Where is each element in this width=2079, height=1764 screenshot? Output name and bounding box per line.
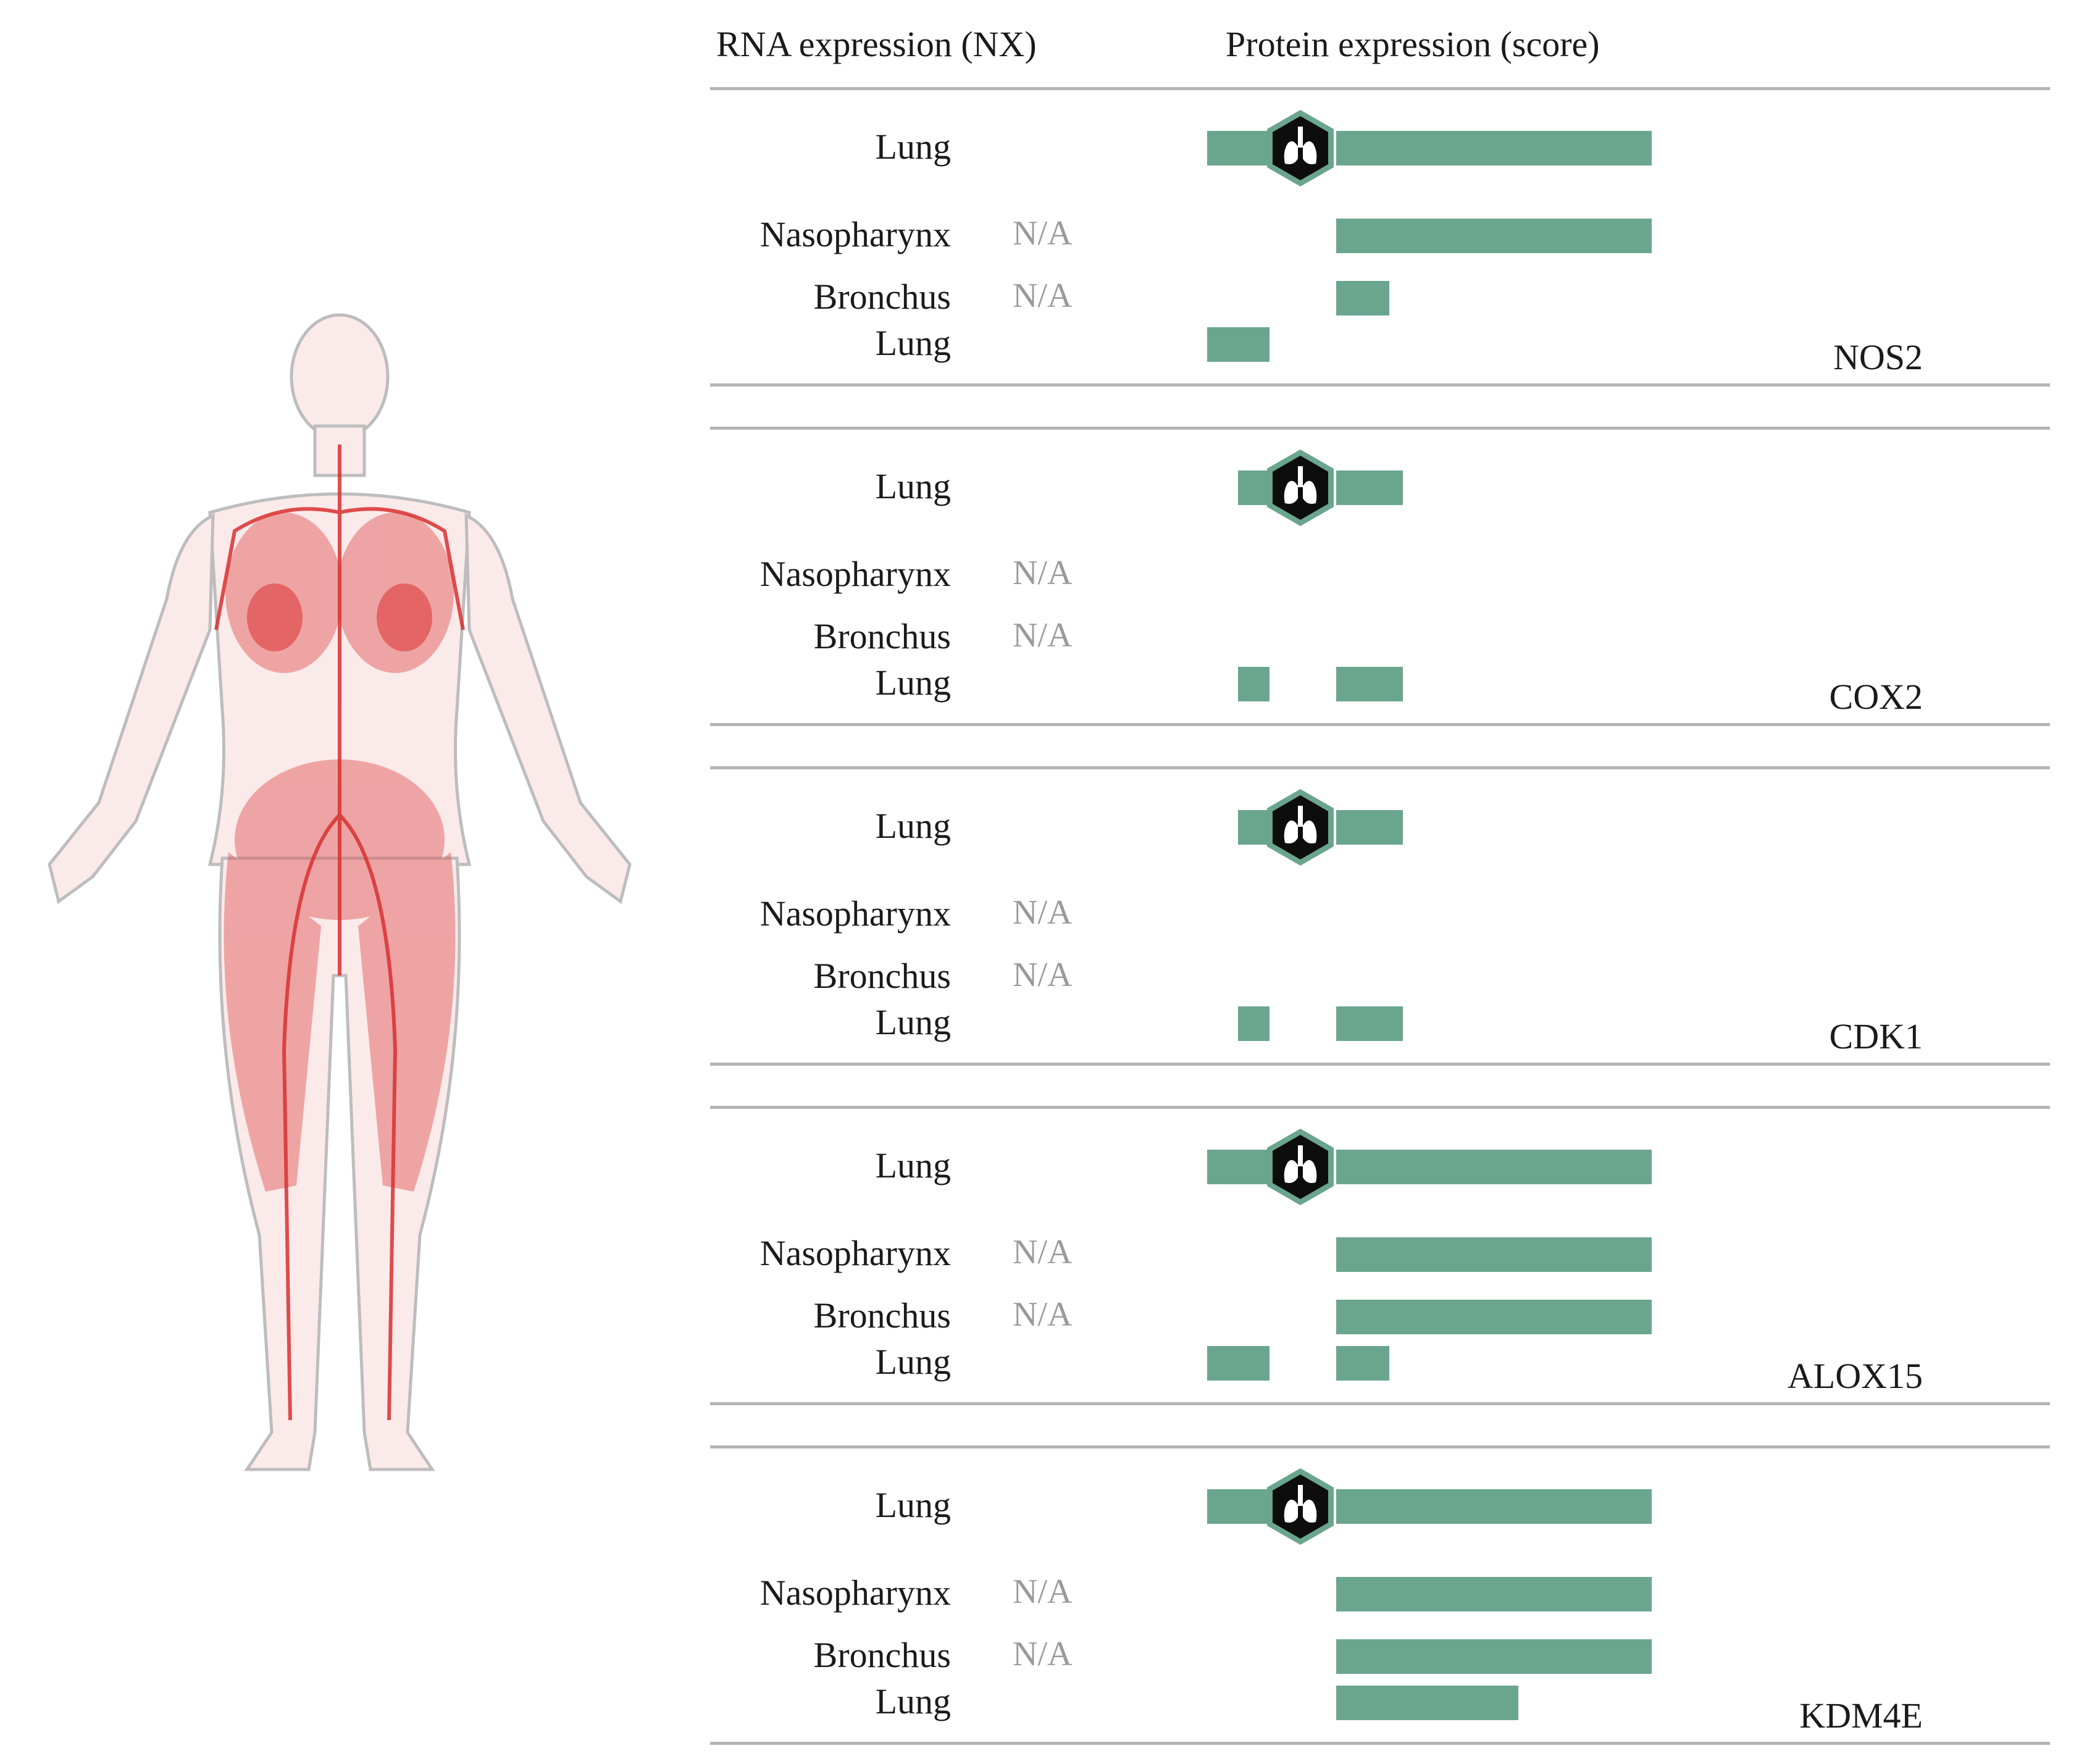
protein-bar: [1336, 1150, 1652, 1184]
rna-value: N/A: [1013, 616, 1073, 654]
rna-value: N/A: [1013, 1573, 1073, 1611]
tissue-label: Bronchus: [813, 956, 951, 996]
protein-expression-header: Protein expression (score): [1226, 24, 1600, 64]
protein-bar: [1207, 1346, 1270, 1381]
tissue-label: Bronchus: [813, 616, 951, 656]
protein-bar: [1336, 1006, 1403, 1041]
rna-expression-header: RNA expression (NX): [716, 24, 1037, 64]
tissue-label: Lung: [875, 323, 951, 363]
tissue-label: Lung: [875, 1145, 951, 1185]
rna-value: N/A: [1013, 1295, 1073, 1334]
rna-value: N/A: [1013, 956, 1073, 994]
rna-value: N/A: [1013, 554, 1073, 592]
panel-bottom-divider: [710, 1402, 2050, 1405]
panel-top-divider: [710, 87, 2050, 90]
tissue-label: Nasopharynx: [759, 1573, 951, 1613]
tissue-label: Lung: [875, 1002, 951, 1042]
tissue-label: Nasopharynx: [759, 1233, 951, 1273]
protein-bar: [1238, 810, 1270, 845]
protein-bar: [1336, 470, 1403, 505]
protein-bar: [1336, 1489, 1652, 1524]
tissue-label: Lung: [875, 466, 951, 506]
tissue-label: Lung: [875, 127, 951, 167]
panel-top-divider: [710, 1106, 2050, 1109]
protein-bar: [1336, 1577, 1652, 1611]
tissue-label: Lung: [875, 1342, 951, 1382]
protein-bar: [1238, 667, 1270, 701]
lung-icon: [1267, 1468, 1334, 1545]
protein-bar: [1336, 131, 1652, 165]
lung-icon: [1267, 1129, 1334, 1205]
protein-bar: [1207, 1489, 1270, 1524]
panel-top-divider: [710, 427, 2050, 430]
gene-name: COX2: [1829, 677, 1923, 717]
lung-icon: [1267, 449, 1334, 526]
lung-icon: [1267, 789, 1334, 866]
protein-bar: [1336, 1237, 1652, 1272]
protein-bar: [1207, 1150, 1270, 1184]
rna-value: N/A: [1013, 893, 1073, 932]
gene-name: CDK1: [1829, 1016, 1923, 1056]
gene-name: NOS2: [1833, 337, 1923, 377]
panel-top-divider: [710, 766, 2050, 769]
protein-bar: [1207, 327, 1270, 362]
tissue-label: Nasopharynx: [759, 554, 951, 594]
panel-bottom-divider: [710, 1742, 2050, 1745]
tissue-label: Bronchus: [813, 1295, 951, 1336]
protein-bar: [1207, 131, 1270, 165]
protein-bar: [1238, 1006, 1270, 1041]
protein-bar: [1336, 810, 1403, 845]
protein-bar: [1336, 1346, 1390, 1381]
panel-bottom-divider: [710, 1063, 2050, 1066]
protein-bar: [1336, 1300, 1652, 1334]
protein-bar: [1336, 281, 1390, 316]
rna-value: N/A: [1013, 1233, 1073, 1271]
tissue-label: Bronchus: [813, 1635, 951, 1675]
tissue-label: Lung: [875, 1485, 951, 1525]
panel-top-divider: [710, 1445, 2050, 1448]
tissue-label: Lung: [875, 1681, 951, 1721]
gene-name: KDM4E: [1799, 1695, 1923, 1736]
tissue-label: Bronchus: [813, 277, 951, 317]
tissue-label: Nasopharynx: [759, 893, 951, 934]
panel-bottom-divider: [710, 723, 2050, 726]
rna-value: N/A: [1013, 214, 1073, 253]
protein-bar: [1336, 1639, 1652, 1674]
rna-value: N/A: [1013, 277, 1073, 315]
female-anatomy-figure: [48, 313, 632, 1471]
protein-bar: [1336, 1686, 1518, 1720]
panel-bottom-divider: [710, 383, 2050, 387]
rna-value: N/A: [1013, 1635, 1073, 1673]
tissue-label: Nasopharynx: [759, 214, 951, 254]
gene-name: ALOX15: [1787, 1356, 1923, 1396]
lung-icon: [1267, 110, 1334, 186]
tissue-label: Lung: [875, 806, 951, 846]
protein-bar: [1238, 470, 1270, 505]
protein-bar: [1336, 219, 1652, 253]
tissue-label: Lung: [875, 663, 951, 703]
protein-bar: [1336, 667, 1403, 701]
